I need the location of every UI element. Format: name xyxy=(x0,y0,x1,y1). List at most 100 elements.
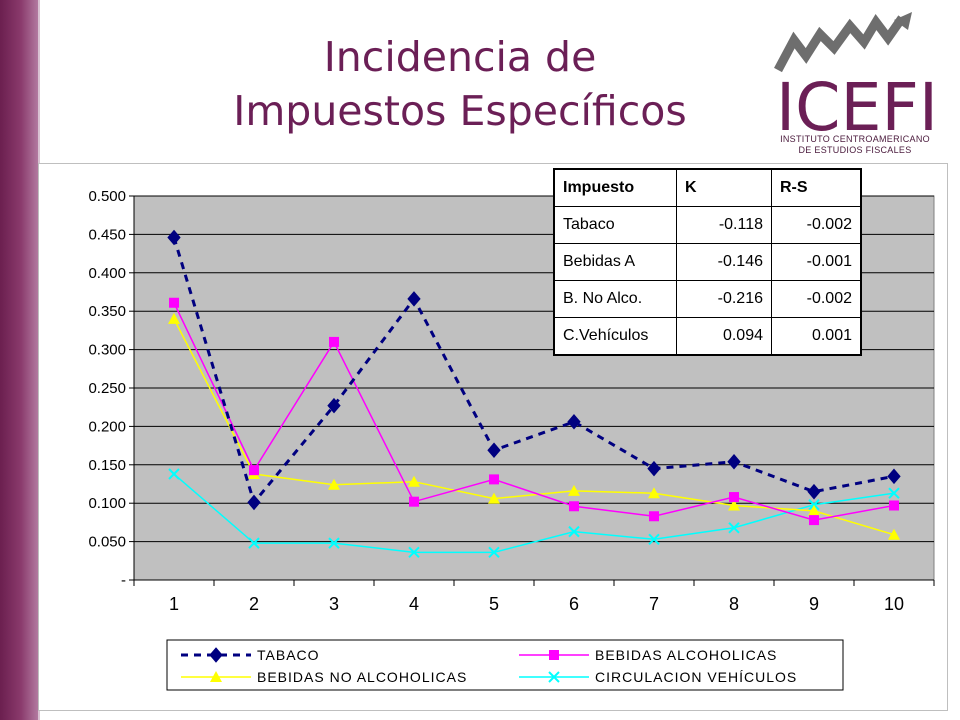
legend-label: CIRCULACION VEHÍCULOS xyxy=(595,669,797,685)
table-row: Bebidas A -0.146 -0.001 xyxy=(553,243,862,281)
legend xyxy=(166,639,844,691)
table-cell: Bebidas A xyxy=(553,243,677,281)
legend-swatch-marker xyxy=(548,671,560,683)
logo-arrowhead xyxy=(894,12,912,30)
data-point xyxy=(169,297,179,308)
x-tick-label: 7 xyxy=(649,594,659,614)
table-cell: -0.001 xyxy=(771,243,862,281)
data-point xyxy=(889,500,899,511)
coefficient-table: Impuesto K R-S Tabaco -0.118 -0.002 Bebi… xyxy=(553,168,862,356)
x-tick-label: 9 xyxy=(809,594,819,614)
title-line-1: Incidencia de xyxy=(323,33,597,81)
logo-wordmark: ICEFI xyxy=(776,69,938,146)
table-cell: -0.118 xyxy=(676,206,772,244)
table-header-k: K xyxy=(676,168,772,207)
legend-label: TABACO xyxy=(257,647,320,663)
table-cell: Tabaco xyxy=(553,206,677,244)
data-point xyxy=(568,525,580,538)
decorative-side-bar xyxy=(0,0,38,720)
table-header-row: Impuesto K R-S xyxy=(553,168,862,207)
data-point xyxy=(168,312,180,324)
data-point xyxy=(247,494,261,511)
data-point xyxy=(808,499,820,511)
icefi-logo: ICEFI xyxy=(774,12,938,146)
x-tick-label: 8 xyxy=(729,594,739,614)
table-header-rs: R-S xyxy=(771,168,862,207)
legend-swatch-marker xyxy=(210,671,222,682)
x-tick-label: 6 xyxy=(569,594,579,614)
x-tick-label: 1 xyxy=(169,594,179,614)
data-point xyxy=(407,291,421,307)
data-point xyxy=(569,501,579,512)
table-row: C.Vehículos 0.094 0.001 xyxy=(553,317,862,356)
data-point xyxy=(408,475,420,487)
y-tick-label: 0.500 xyxy=(88,188,126,205)
data-point xyxy=(888,528,900,540)
y-tick-label: 0.250 xyxy=(88,380,126,397)
series-line xyxy=(172,237,895,506)
y-tick-label: 0.050 xyxy=(88,534,126,551)
table-cell: -0.002 xyxy=(771,280,862,318)
legend-label: BEBIDAS ALCOHOLICAS xyxy=(595,647,777,663)
series-line xyxy=(173,302,895,521)
legend-label: BEBIDAS NO ALCOHOLICAS xyxy=(257,669,467,685)
data-point xyxy=(327,397,341,414)
table-cell: -0.002 xyxy=(771,206,862,244)
data-point xyxy=(568,484,580,496)
data-point xyxy=(567,414,581,430)
table-cell: 0.094 xyxy=(676,317,772,356)
y-tick-label: 0.400 xyxy=(88,265,126,282)
data-point xyxy=(248,537,260,549)
y-tick-label: 0.150 xyxy=(88,457,126,474)
data-point xyxy=(727,453,741,470)
series-line xyxy=(173,473,895,554)
data-point xyxy=(648,487,660,499)
data-point xyxy=(649,511,659,522)
data-point xyxy=(728,522,740,534)
slide-title: Incidencia de Impuestos Específicos xyxy=(160,30,760,138)
data-point xyxy=(329,336,339,347)
data-point xyxy=(488,492,500,504)
data-point xyxy=(647,460,661,477)
table-cell: -0.216 xyxy=(676,280,772,318)
table-cell: 0.001 xyxy=(771,317,862,356)
data-point xyxy=(648,533,660,546)
table-row: B. No Alco. -0.216 -0.002 xyxy=(553,280,862,318)
x-tick-label: 3 xyxy=(329,594,339,614)
data-point xyxy=(808,504,820,516)
chart-frame: - 0.050 0.100 0.150 0.200 0.250 0.300 0.350 0.40… xyxy=(38,163,948,711)
legend-swatch-marker xyxy=(549,650,559,660)
y-tick-label: 0.450 xyxy=(88,226,126,243)
data-point xyxy=(408,546,420,559)
x-tick-label: 4 xyxy=(409,594,419,614)
x-tick-label: 10 xyxy=(884,594,904,614)
data-point xyxy=(168,468,180,480)
data-point xyxy=(887,468,901,485)
x-tick-label: 2 xyxy=(249,594,259,614)
y-tick-label: 0.300 xyxy=(88,342,126,359)
logo-subtitle-line-2: DE ESTUDIOS FISCALES xyxy=(798,145,912,155)
x-tick-label: 5 xyxy=(489,594,499,614)
table-row: Tabaco -0.118 -0.002 xyxy=(553,206,862,244)
logo-subtitle-line-1: INSTITUTO CENTROAMERICANO xyxy=(780,134,930,144)
table-header-impuesto: Impuesto xyxy=(553,168,677,207)
data-point xyxy=(167,229,181,246)
data-point xyxy=(328,478,340,490)
title-line-2: Impuestos Específicos xyxy=(233,87,687,135)
data-point xyxy=(888,487,900,499)
y-tick-label: 0.200 xyxy=(88,418,126,435)
data-point xyxy=(489,474,499,485)
data-point xyxy=(328,537,340,549)
logo-zigzag xyxy=(774,13,906,73)
logo-subtitle: INSTITUTO CENTROAMERICANO DE ESTUDIOS FI… xyxy=(775,134,935,156)
data-point xyxy=(487,442,501,458)
data-point xyxy=(488,546,500,559)
y-tick-label: 0.350 xyxy=(88,303,126,320)
table-cell: C.Vehículos xyxy=(553,317,677,356)
legend-swatch-marker xyxy=(209,647,223,663)
data-point xyxy=(249,465,259,476)
data-point xyxy=(729,492,739,503)
y-tick-label: - xyxy=(121,572,126,589)
y-tick-label: 0.100 xyxy=(88,495,126,512)
data-point xyxy=(809,515,819,526)
